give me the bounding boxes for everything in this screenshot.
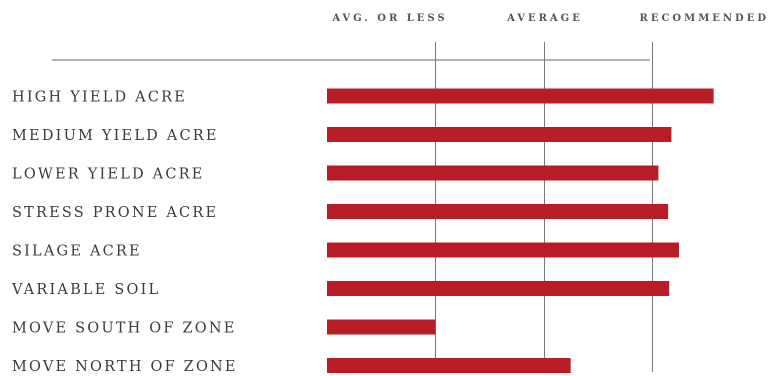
column-header-average: AVERAGE <box>506 13 583 24</box>
category-label-high-yield-acre: HIGH YIELD ACRE <box>12 90 187 106</box>
bar-high-yield-acre <box>327 88 714 104</box>
bar-move-north-of-zone <box>327 358 571 373</box>
category-label-silage-acre: SILAGE ACRE <box>12 244 142 260</box>
category-label-variable-soil: VARIABLE SOIL <box>11 282 160 298</box>
category-label-move-south-of-zone: MOVE SOUTH OF ZONE <box>12 321 237 337</box>
bar-variable-soil <box>327 281 670 296</box>
column-header-avg-or-less: AVG. OR LESS <box>331 13 447 24</box>
column-headers: AVG. OR LESS AVERAGE RECOMMENDED <box>331 13 769 24</box>
bar-lower-yield-acre <box>327 165 659 181</box>
bar-move-south-of-zone <box>327 319 436 335</box>
category-labels: HIGH YIELD ACRE MEDIUM YIELD ACRE LOWER YI… <box>11 90 238 376</box>
category-label-medium-yield-acre: MEDIUM YIELD ACRE <box>12 128 219 144</box>
category-label-lower-yield-acre: LOWER YIELD ACRE <box>12 167 205 183</box>
bars <box>327 88 714 373</box>
bar-medium-yield-acre <box>327 127 672 142</box>
column-header-recommended: RECOMMENDED <box>640 13 769 24</box>
bar-silage-acre <box>327 242 679 258</box>
category-label-stress-prone-acre: STRESS PRONE ACRE <box>12 205 218 221</box>
bar-stress-prone-acre <box>327 204 669 219</box>
category-label-move-north-of-zone: MOVE NORTH OF ZONE <box>12 359 238 375</box>
